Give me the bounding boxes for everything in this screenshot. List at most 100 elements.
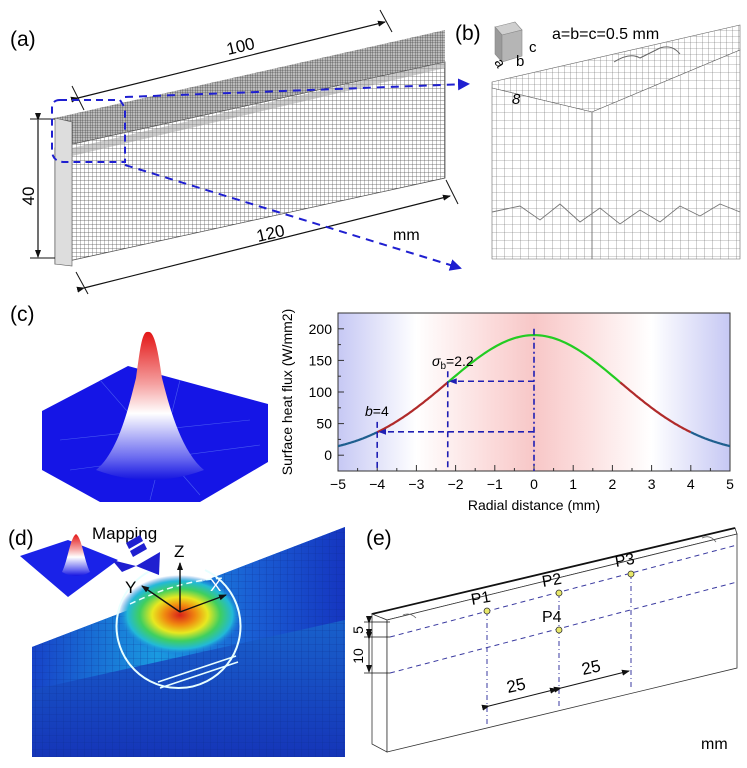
element-size-label: a=b=c=0.5 mm <box>552 26 659 43</box>
depth-label-5: 5 <box>350 626 366 634</box>
zoom-region-box <box>51 99 126 163</box>
spacing-label-2: 25 <box>580 656 602 679</box>
zoomed-mesh-front <box>491 87 593 260</box>
point-p4-label: P4 <box>542 609 562 626</box>
x-tick-label: 0 <box>530 476 538 492</box>
heat-source-dashed-arc <box>129 577 226 605</box>
panel-e-label: (e) <box>366 527 392 550</box>
unit-label-a: mm <box>393 227 420 244</box>
x-tick-label: −2 <box>448 476 464 492</box>
circle-chord-1 <box>157 655 237 683</box>
point-p2-label: P2 <box>541 571 563 591</box>
curve-core <box>447 333 621 384</box>
curve-middle-left <box>376 381 449 434</box>
y-axis-arrow <box>141 585 181 613</box>
panel-b: (b) a b c a=b=c=0.5 mm 8 <box>455 21 741 260</box>
gaussian-peak <box>96 331 204 480</box>
point-p4 <box>555 626 563 634</box>
y-tick-label: 200 <box>309 321 333 337</box>
depth-label-10: 10 <box>350 648 366 664</box>
b-value: =4 <box>373 403 389 419</box>
point-p3 <box>627 570 635 578</box>
panel-a: (a) 100 40 120 mm <box>10 9 470 295</box>
mesh-transition-zone <box>491 203 741 225</box>
x-tick-label: −4 <box>369 476 385 492</box>
sigma-subscript: b <box>440 361 446 372</box>
dimension-120-tick-right <box>445 179 459 205</box>
panel-b-label: (b) <box>455 22 481 45</box>
x-tick-label: 3 <box>648 476 656 492</box>
bar-front-face-e <box>386 533 738 753</box>
b-symbol: b <box>365 403 373 419</box>
point-p2 <box>555 589 563 597</box>
curve-outer-right <box>690 431 730 448</box>
dimension-100-tick-right <box>379 9 393 33</box>
dimension-120-label: 120 <box>255 221 287 246</box>
x-tick-label: −5 <box>330 476 346 492</box>
point-p1-label: P1 <box>470 589 492 609</box>
cube-edge-a: a <box>491 56 509 71</box>
curve-outer-left <box>338 431 378 448</box>
panel-d-label: (d) <box>8 527 34 550</box>
curve-middle-right <box>619 381 692 434</box>
depth-line-15mm <box>389 581 738 674</box>
cube-edge-b: b <box>516 53 524 70</box>
mapping-arrow-icon <box>112 535 160 575</box>
mini-gaussian-peak <box>62 534 90 576</box>
sigma-annotation: σb=2.2 <box>432 353 474 372</box>
spacing-arrow-1 <box>481 687 558 711</box>
dimension-120-tick-left <box>75 271 89 295</box>
panel-e: (e) P1 P2 P3 P4 25 25 5 10 <box>350 527 738 753</box>
panel-c-label: (c) <box>10 303 35 326</box>
zoomed-mesh-side <box>591 49 741 260</box>
chart: −5 −4 −3 −2 −1 0 1 2 3 4 5 0 50 100 150 200 Radial dis… <box>279 309 734 513</box>
bar-end-face-e <box>371 613 388 753</box>
y-axis-label-d: Y <box>125 578 136 597</box>
x-tick-label: −1 <box>487 476 503 492</box>
x-ticks: −5 −4 −3 −2 −1 0 1 2 3 4 5 <box>330 465 734 492</box>
sigma-value: =2.2 <box>446 353 474 369</box>
cube-edge-c: c <box>529 39 537 56</box>
y-tick-label: 50 <box>316 416 332 432</box>
symbol-8: 8 <box>512 91 521 108</box>
x-tick-label: 1 <box>569 476 577 492</box>
x-axis-arrow <box>179 594 227 613</box>
y-axis-label: Surface heat flux (W/mm2) <box>279 309 295 476</box>
weld-bead-outline <box>613 46 681 63</box>
circle-chord-2 <box>159 661 239 689</box>
dimension-100-tick-left <box>71 85 85 111</box>
x-tick-label: 4 <box>687 476 695 492</box>
bar-end-face <box>54 117 73 267</box>
panel-a-label: (a) <box>10 28 36 51</box>
zoom-arrow-to-b <box>124 78 470 98</box>
heat-flux-curves <box>338 333 730 448</box>
dimension-40-label: 40 <box>19 187 38 206</box>
weld-end-mark <box>701 536 717 543</box>
x-tick-label: 2 <box>609 476 617 492</box>
x-axis-label: Radial distance (mm) <box>468 497 600 513</box>
weld-start-mark <box>402 613 417 619</box>
spacing-arrow-2 <box>553 669 630 693</box>
y-tick-label: 150 <box>309 352 333 368</box>
zoom-arrow-down <box>124 164 462 271</box>
depth-line-5mm <box>389 544 738 638</box>
y-ticks: 0 50 100 150 200 <box>309 321 344 463</box>
mapping-label: Mapping <box>92 524 157 543</box>
plot-area <box>337 312 731 472</box>
point-p3-label: P3 <box>614 551 636 571</box>
y-tick-label: 0 <box>324 447 332 463</box>
x-axis-label-d: X <box>210 576 221 595</box>
unit-label-e: mm <box>701 736 728 753</box>
y-tick-label: 100 <box>309 384 333 400</box>
x-tick-label: 5 <box>726 476 734 492</box>
chart-markers <box>376 328 535 471</box>
sigma-symbol: σ <box>432 353 441 369</box>
point-p1 <box>483 607 491 615</box>
dimension-120-line <box>76 194 451 293</box>
bar-top-edge <box>371 527 736 615</box>
spacing-label-1: 25 <box>505 674 527 697</box>
dimension-100-line <box>70 20 386 103</box>
x-tick-label: −3 <box>408 476 424 492</box>
panel-d: (d) Mapping Z Y X <box>8 524 345 757</box>
